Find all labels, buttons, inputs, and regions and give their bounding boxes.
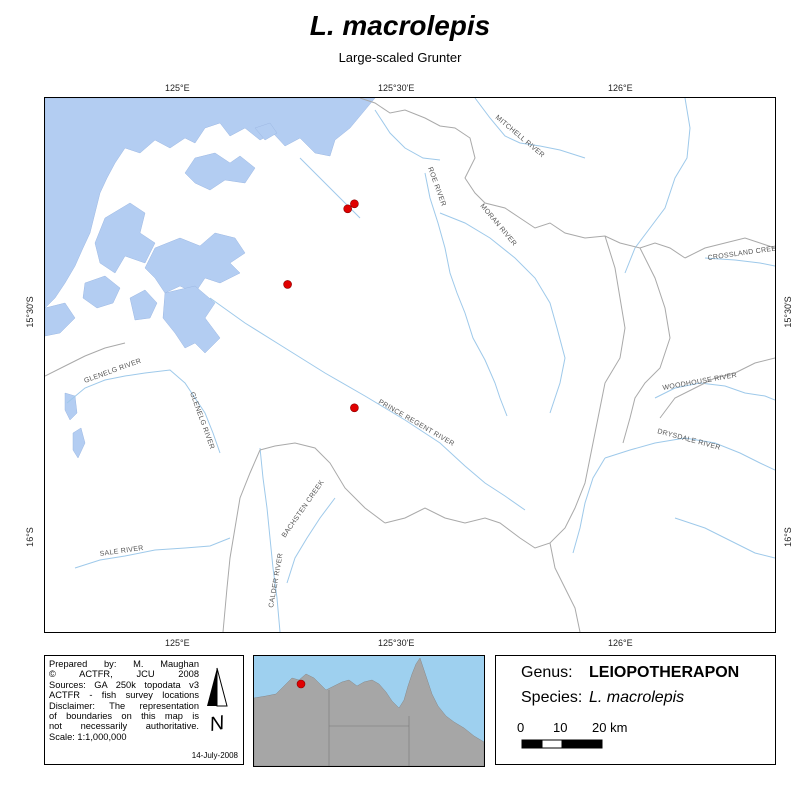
scale-tick-0: 0: [517, 720, 525, 735]
label-sale-river: SALE RIVER: [99, 545, 144, 558]
bottom-tick-126e: 126°E: [608, 638, 633, 648]
survey-location-point[interactable]: [350, 199, 359, 209]
boundary-far-east: [659, 357, 775, 419]
bay-finger-2: [129, 289, 158, 321]
prince-regent-bay: [162, 285, 221, 354]
drysdale-lower: [572, 457, 606, 554]
credits-text: Prepared by: M. Maughan © ACTFR, JCU 200…: [49, 659, 199, 742]
left-tick-15-30s: 15°30'S: [25, 296, 35, 328]
credit-line: of boundaries on this map is: [49, 711, 199, 722]
right-tick-16s: 16°S: [783, 527, 793, 547]
inset-landmass: [254, 657, 484, 766]
species-label: Species:: [521, 689, 583, 706]
water-bodies: [45, 98, 376, 459]
woodhouse-river: [654, 382, 775, 401]
river-mid-east: [374, 109, 441, 161]
river-south-east: [674, 517, 775, 559]
label-roe-river: ROE RIVER: [426, 166, 447, 207]
label-woodhouse-river: WOODHOUSE RIVER: [662, 372, 737, 392]
bottom-tick-125e: 125°E: [165, 638, 190, 648]
credit-line: ACTFR - fish survey locations: [49, 690, 199, 701]
boundary-east: [684, 237, 775, 259]
rivers: [66, 98, 775, 632]
label-bachsten-creek: BACHSTEN CREEK: [281, 479, 326, 539]
credit-line: © ACTFR, JCU 2008: [49, 669, 199, 680]
species-row: Species: L. macrolepis: [521, 689, 684, 707]
credits-panel: Prepared by: M. Maughan © ACTFR, JCU 200…: [44, 655, 244, 765]
top-tick-125e: 125°E: [165, 83, 190, 93]
calder-river: [259, 447, 281, 632]
north-arrow-icon: N: [207, 667, 228, 736]
label-prince-regent-river: PRINCE REGENT RIVER: [377, 399, 455, 448]
label-calder-river: CALDER RIVER: [268, 553, 285, 609]
map-canvas: MITCHELL RIVER ROE RIVER MORAN RIVER CRO…: [45, 98, 775, 632]
boundary-west-2: [45, 342, 126, 377]
prince-regent-river: [209, 297, 526, 511]
east-river-north: [624, 98, 691, 274]
west-river-mouth-2: [72, 427, 86, 459]
credit-line: Disclaimer: The representation: [49, 700, 199, 711]
label-drysdale-river: DRYSDALE RIVER: [656, 428, 721, 452]
boundary-mid: [384, 235, 626, 549]
inset-location-marker: [296, 679, 306, 689]
bay-finger-1: [82, 275, 121, 309]
top-tick-126e: 126°E: [608, 83, 633, 93]
glenelg-river: [66, 369, 221, 454]
catchment-boundaries: [45, 98, 775, 632]
inset-canvas: [254, 657, 484, 766]
scale-tick-20: 20 km: [592, 720, 628, 735]
boundary-east-mid: [622, 247, 671, 444]
genus-row: Genus: LEIOPOTHERAPON: [521, 664, 739, 682]
credit-line: Scale: 1:1,000,000: [49, 731, 127, 742]
label-moran-river: MORAN RIVER: [478, 203, 517, 248]
inlet-west: [94, 202, 156, 274]
main-map[interactable]: MITCHELL RIVER ROE RIVER MORAN RIVER CRO…: [44, 97, 776, 633]
bay-water: [45, 98, 376, 309]
genus-value: LEIOPOTHERAPON: [589, 664, 740, 681]
bottom-tick-125-30e: 125°30'E: [378, 638, 415, 648]
central-lake-bay: [144, 232, 246, 294]
top-tick-125-30e: 125°30'E: [378, 83, 415, 93]
map-date: 14-July-2008: [191, 751, 238, 760]
roe-river: [424, 172, 508, 417]
boundary-south: [549, 542, 581, 632]
species-value: L. macrolepis: [589, 689, 685, 706]
survey-location-point[interactable]: [343, 204, 353, 214]
mitchell-river: [474, 98, 586, 159]
inset-locator-map[interactable]: [253, 655, 485, 767]
genus-label: Genus:: [521, 664, 573, 681]
crossland-creek: [704, 257, 775, 267]
credit-line: Sources: GA 250k topodata v3: [49, 679, 199, 690]
credit-line: not necessarily authoritative.: [49, 721, 199, 732]
boundary-sw: [259, 442, 386, 524]
sale-river: [74, 537, 231, 569]
boundary-west: [222, 449, 261, 632]
label-glenelg-river: GLENELG RIVER: [83, 358, 142, 385]
small-islet-1: [254, 122, 278, 141]
west-river-mouth: [64, 392, 78, 421]
boundary-north: [359, 98, 686, 259]
right-tick-15-30s: 15°30'S: [783, 296, 793, 328]
scale-tick-10: 10: [553, 720, 568, 735]
upper-bay: [184, 152, 256, 191]
survey-location-point[interactable]: [350, 403, 359, 413]
map-subtitle: Large-scaled Grunter: [338, 50, 462, 65]
scale-bar: [521, 739, 603, 749]
credit-line: Prepared by: M. Maughan: [49, 659, 199, 669]
label-glenelg-river-2: GLENELG RIVER: [188, 391, 215, 450]
bachsten-creek: [286, 497, 336, 584]
left-tick-16s: 16°S: [25, 527, 35, 547]
survey-points: [283, 199, 359, 413]
north-symbol: N: [208, 712, 227, 736]
moran-river: [439, 212, 566, 414]
map-title: L. macrolepis: [309, 10, 491, 41]
drysdale-river: [604, 437, 775, 471]
species-info-panel: Genus: LEIOPOTHERAPON Species: L. macrol…: [495, 655, 776, 765]
survey-location-point[interactable]: [283, 280, 292, 289]
label-crossland-creek: CROSSLAND CREEK: [707, 245, 775, 262]
bay-finger-3: [45, 302, 76, 337]
label-mitchell-river: MITCHELL RIVER: [494, 114, 546, 159]
